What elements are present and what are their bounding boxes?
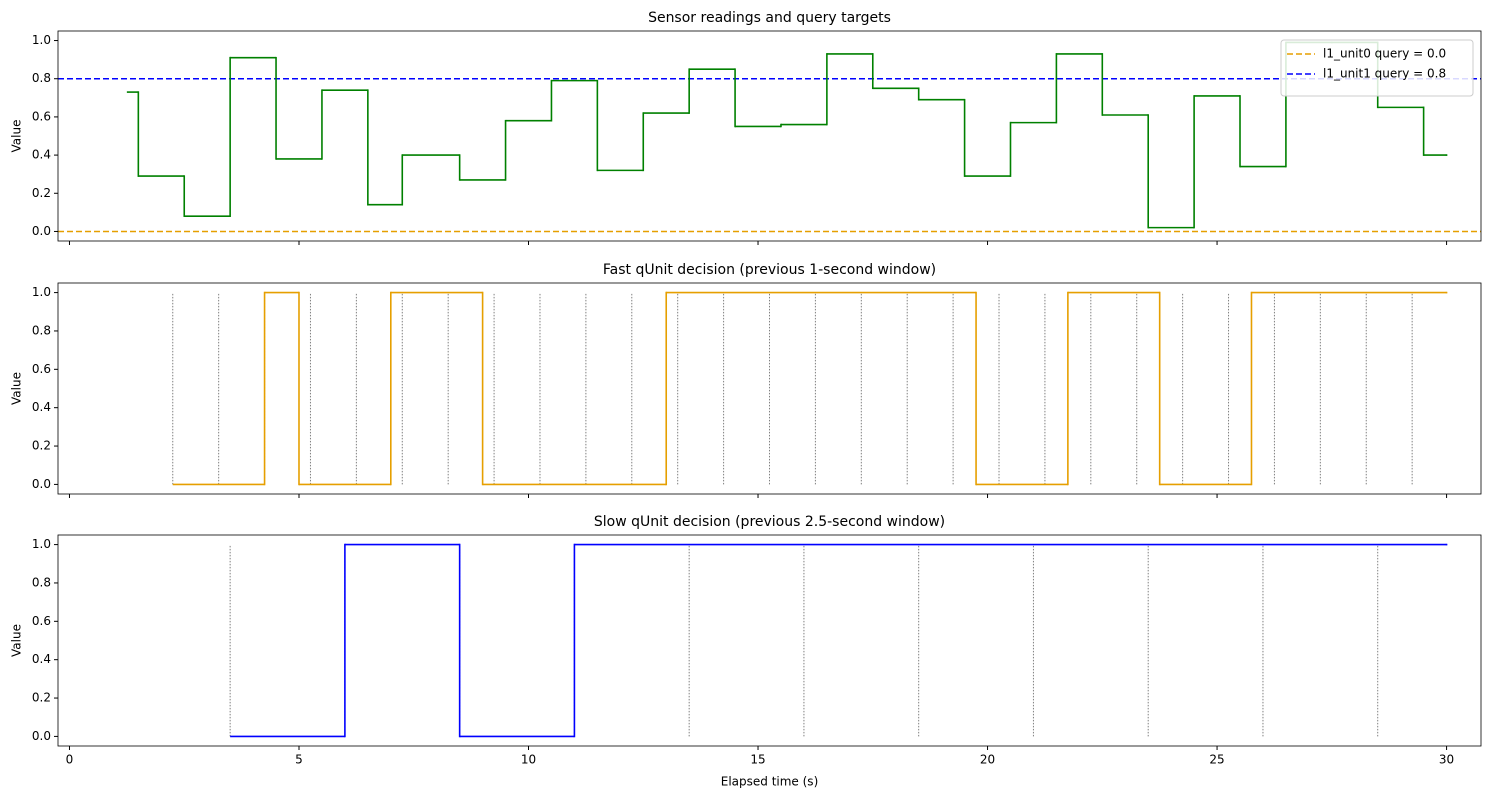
x-tick-label: 20 — [980, 753, 995, 767]
legend-label: l1_unit0 query = 0.0 — [1323, 47, 1446, 61]
y-tick-label: 0.8 — [32, 71, 51, 85]
axes-frame — [57, 282, 1482, 495]
panel: Sensor readings and query targets Value 0.… — [10, 10, 1482, 245]
axes-frame — [57, 30, 1482, 242]
y-tick-label: 0.8 — [32, 575, 51, 589]
panel: Slow qUnit decision (previous 2.5-second… — [10, 514, 1482, 789]
panel-title: Fast qUnit decision (previous 1-second w… — [603, 262, 936, 278]
y-tick-label: 0.0 — [32, 477, 51, 491]
panel-title: Slow qUnit decision (previous 2.5-second… — [594, 514, 945, 530]
panel: Fast qUnit decision (previous 1-second w… — [10, 262, 1482, 498]
y-tick-label: 0.8 — [32, 323, 51, 337]
x-tick-label: 30 — [1439, 753, 1454, 767]
axes-frame — [57, 534, 1482, 747]
x-tick-label: 5 — [295, 753, 303, 767]
y-tick-label: 0.6 — [32, 362, 51, 376]
panel-title: Sensor readings and query targets — [648, 10, 891, 26]
x-tick-label: 10 — [521, 753, 536, 767]
y-tick-label: 0.2 — [32, 691, 51, 705]
y-tick-label: 1.0 — [32, 537, 51, 551]
y-tick-label: 0.4 — [32, 400, 51, 414]
y-tick-label: 0.0 — [32, 729, 51, 743]
y-tick-label: 1.0 — [32, 285, 51, 299]
x-axis-label: Elapsed time (s) — [721, 775, 819, 789]
x-tick-label: 0 — [66, 753, 74, 767]
y-tick-label: 0.0 — [32, 224, 51, 238]
y-tick-label: 0.2 — [32, 186, 51, 200]
y-tick-label: 0.2 — [32, 439, 51, 453]
legend-box — [1280, 39, 1474, 97]
y-axis-label: Value — [10, 624, 24, 657]
y-tick-label: 0.4 — [32, 652, 51, 666]
y-tick-label: 0.6 — [32, 109, 51, 123]
y-tick-label: 0.6 — [32, 614, 51, 628]
x-tick-label: 25 — [1209, 753, 1224, 767]
y-axis-label: Value — [10, 120, 24, 153]
y-axis-label: Value — [10, 372, 24, 405]
y-tick-label: 0.4 — [32, 148, 51, 162]
x-tick-label: 15 — [750, 753, 765, 767]
legend-label: l1_unit1 query = 0.8 — [1323, 67, 1446, 81]
y-tick-label: 1.0 — [32, 33, 51, 47]
